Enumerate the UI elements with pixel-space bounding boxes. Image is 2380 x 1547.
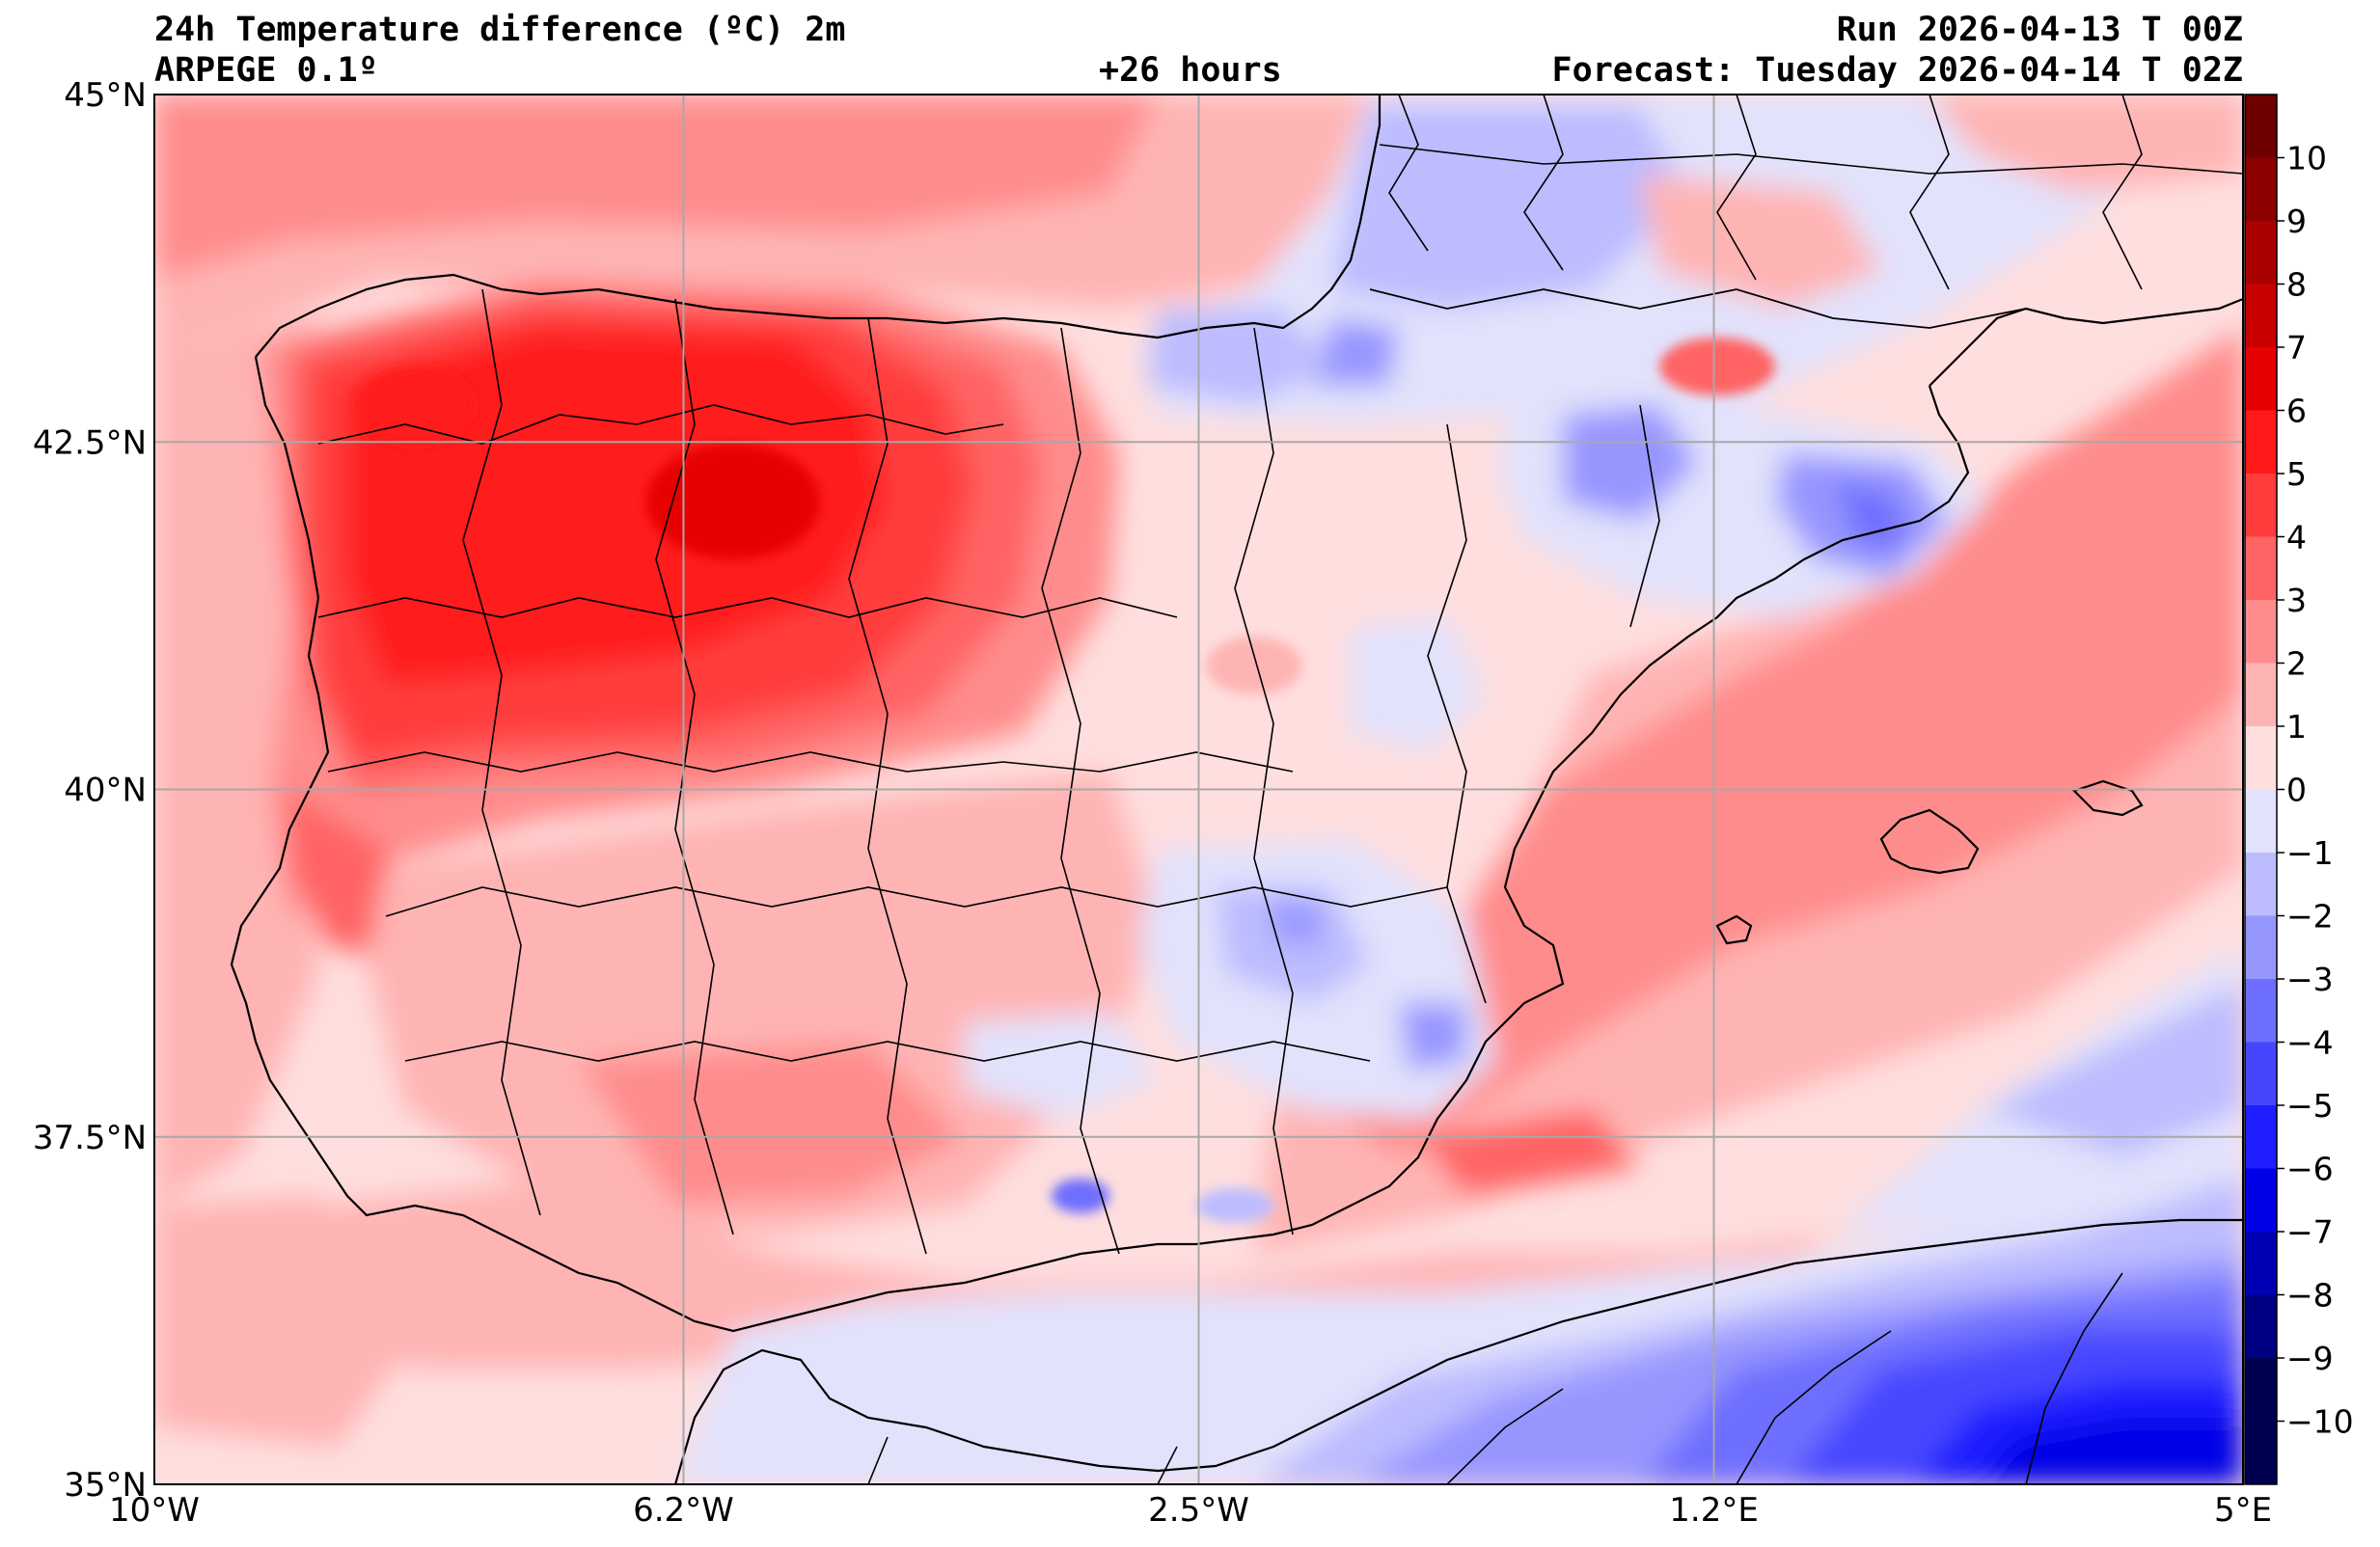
colorbar-band — [2245, 1042, 2277, 1106]
colorbar-label: −4 — [2286, 1024, 2334, 1062]
lon-tick-label: 10°W — [109, 1491, 200, 1530]
longitude-labels: 10°W 6.2°W 2.5°W 1.2°E 5°E — [109, 1491, 2272, 1530]
colorbar-band — [2245, 1232, 2277, 1295]
colorbar-band — [2245, 157, 2277, 222]
colorbar-label: 1 — [2286, 708, 2307, 746]
run-time: Run 2026-04-13 T 00Z — [1836, 11, 2243, 49]
coastlines — [230, 95, 2243, 1484]
forecast-time: Forecast: Tuesday 2026-04-14 T 02Z — [1551, 51, 2243, 90]
colorbar-band — [2245, 284, 2277, 348]
colorbar-label: −5 — [2286, 1087, 2334, 1125]
colorbar-label: −8 — [2286, 1277, 2334, 1315]
colorbar-label: −9 — [2286, 1340, 2334, 1377]
colorbar-band — [2245, 663, 2277, 727]
colorbar-band — [2245, 1294, 2277, 1359]
colorbar-label: 5 — [2286, 455, 2307, 493]
colorbar-label: 8 — [2286, 266, 2307, 304]
colorbar-label: −2 — [2286, 898, 2334, 936]
colorbar-label: 10 — [2286, 140, 2327, 177]
colorbar-band — [2245, 95, 2277, 158]
colorbar-label: 3 — [2286, 582, 2307, 619]
colorbar-band — [2245, 915, 2277, 980]
colorbar-label: 7 — [2286, 329, 2307, 366]
lat-tick-label: 45°N — [64, 76, 147, 115]
colorbar-label: −10 — [2286, 1403, 2354, 1441]
lon-tick-label: 2.5°W — [1148, 1491, 1249, 1530]
colorbar-band — [2245, 600, 2277, 664]
lat-tick-label: 35°N — [64, 1466, 147, 1505]
colorbar-band — [2245, 410, 2277, 475]
lon-tick-label: 6.2°W — [633, 1491, 734, 1530]
colorbar-label: −3 — [2286, 961, 2334, 998]
colorbar-band — [2245, 853, 2277, 916]
latitude-labels: 45°N 42.5°N 40°N 37.5°N 35°N — [33, 76, 147, 1505]
colorbar-band — [2245, 221, 2277, 285]
colorbar-label: 9 — [2286, 203, 2307, 240]
colorbar-label: 2 — [2286, 645, 2307, 683]
colorbar-band — [2245, 1168, 2277, 1233]
lead-time: +26 hours — [1099, 51, 1282, 90]
colorbar-band — [2245, 789, 2277, 854]
colorbar-label: 6 — [2286, 393, 2307, 430]
colorbar-label: −1 — [2286, 834, 2334, 872]
map-title: 24h Temperature difference (ºC) 2m — [154, 11, 846, 49]
colorbar-band — [2245, 347, 2277, 411]
lon-tick-label: 1.2°E — [1669, 1491, 1759, 1530]
colorbar-band — [2245, 1358, 2277, 1484]
colorbar-label: 0 — [2286, 772, 2307, 809]
colorbar-label: 4 — [2286, 519, 2307, 556]
colorbar-band — [2245, 726, 2277, 790]
model-name: ARPEGE 0.1º — [154, 51, 378, 90]
colorbar-label: −6 — [2286, 1151, 2334, 1188]
colorbar-band — [2245, 474, 2277, 537]
colorbar-band — [2245, 979, 2277, 1043]
lon-tick-label: 5°E — [2214, 1491, 2272, 1530]
colorbar-band — [2245, 1105, 2277, 1169]
lat-tick-label: 37.5°N — [33, 1119, 147, 1157]
lat-tick-label: 40°N — [64, 772, 147, 810]
colorbar-band — [2245, 536, 2277, 601]
colorbar-label: −7 — [2286, 1213, 2334, 1251]
map-frame — [153, 94, 2244, 1485]
lat-tick-label: 42.5°N — [33, 423, 147, 462]
